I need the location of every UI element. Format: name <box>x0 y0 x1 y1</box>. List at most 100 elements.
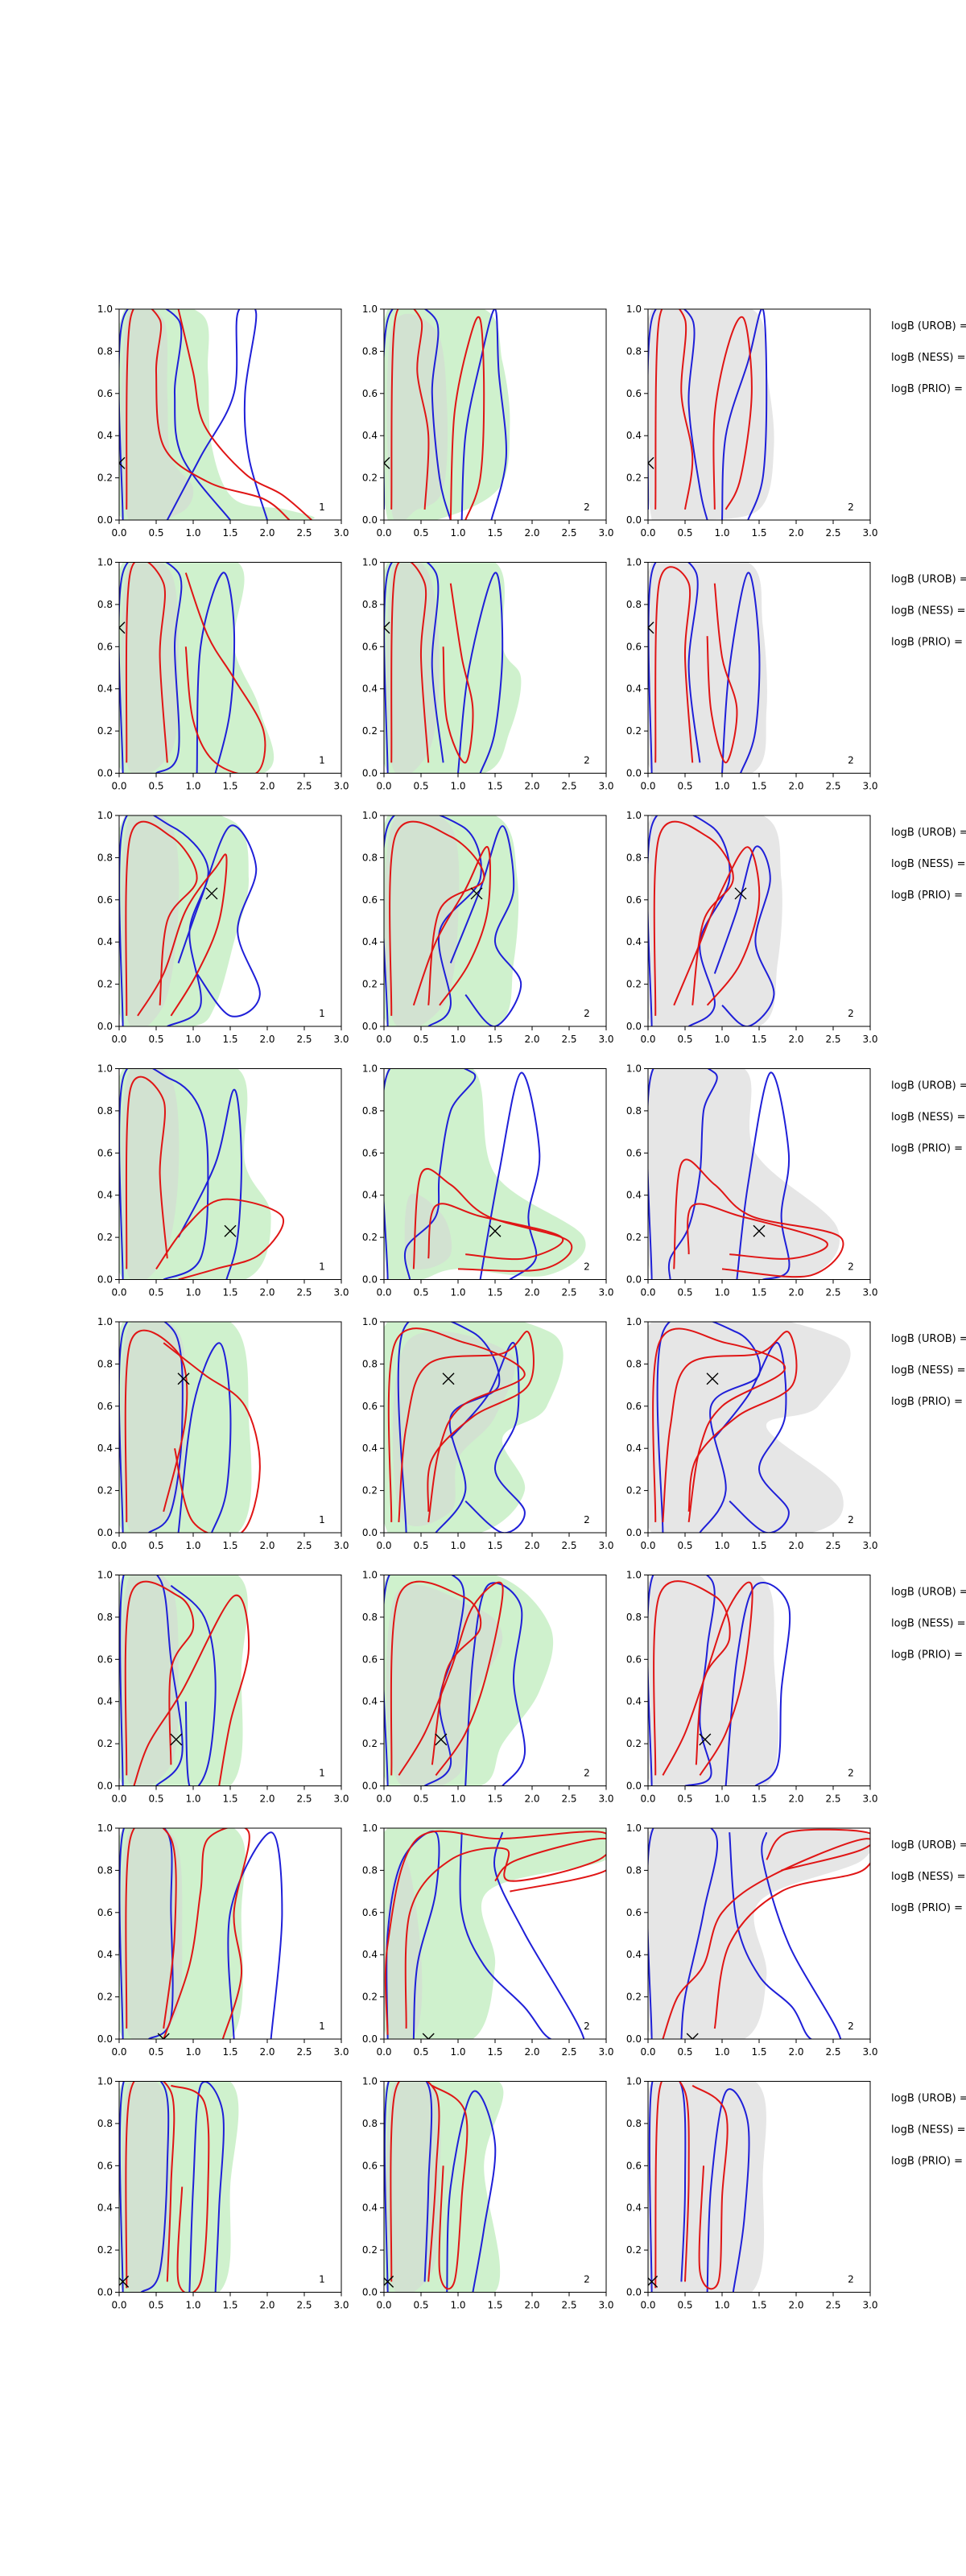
y-tick-label: 0.2 <box>362 725 378 737</box>
x-tick-label: 3.0 <box>598 1034 613 1045</box>
x-tick-label: 2.5 <box>825 2046 840 2058</box>
gray-density-region <box>648 815 782 1026</box>
red-contour-line <box>494 1838 606 1893</box>
blue-contour-line <box>177 824 261 1018</box>
x-tick-label: 0.5 <box>148 527 163 539</box>
y-tick-label: 0.2 <box>626 2244 642 2256</box>
y-tick-label: 0.8 <box>626 345 642 357</box>
y-tick-label: 1.0 <box>362 303 378 315</box>
y-tick-label: 0.8 <box>362 2118 378 2129</box>
panel-number: 1 <box>319 502 325 513</box>
x-tick-label: 2.5 <box>296 2300 312 2311</box>
y-tick-label: 1.0 <box>626 1063 642 1075</box>
blue-contour-line <box>119 2081 170 2293</box>
row-labels-7: logB (UROB) = logB (NESS) = logB (PRIO) = <box>891 1839 966 1914</box>
y-tick-label: 0.6 <box>626 1147 642 1158</box>
x-tick-label: 2.0 <box>524 781 539 792</box>
x-tick-label: 0.0 <box>376 1540 391 1551</box>
blue-contour-line <box>656 1322 762 1533</box>
y-tick-label: 0.2 <box>626 725 642 737</box>
x-tick-label: 2.0 <box>788 1794 803 1805</box>
panel-number: 2 <box>584 1768 590 1779</box>
x-tick-label: 1.0 <box>185 1794 200 1805</box>
x-tick-label: 0.5 <box>677 1034 692 1045</box>
blue-contour-line <box>648 2081 687 2293</box>
x-tick-label: 0.5 <box>148 2046 163 2058</box>
y-tick-label: 0.4 <box>626 2202 642 2214</box>
red-contour-line <box>398 1581 504 1776</box>
y-tick-label: 0.4 <box>362 1696 378 1707</box>
y-tick-label: 0.8 <box>97 2118 113 2129</box>
panel-number: 2 <box>848 1261 854 1273</box>
y-tick-label: 0.2 <box>626 1738 642 1749</box>
blue-contour-line <box>724 1582 791 1786</box>
x-tick-label: 3.0 <box>862 2046 877 2058</box>
logb-label: logB (PRIO) = <box>891 1902 963 1914</box>
x-tick-label: 0.0 <box>111 527 126 539</box>
y-tick-label: 0.2 <box>362 979 378 990</box>
x-tick-label: 2.0 <box>788 781 803 792</box>
red-contour-line <box>170 2084 210 2293</box>
x-tick-label: 2.0 <box>788 527 803 539</box>
x-tick-label: 2.0 <box>788 2300 803 2311</box>
x-tick-label: 3.0 <box>862 1794 877 1805</box>
x-tick-label: 2.5 <box>296 1034 312 1045</box>
gray-density-region <box>648 1322 851 1533</box>
red-contour-line <box>126 309 291 520</box>
red-contour-line <box>449 316 485 520</box>
red-contour-line <box>652 1327 786 1523</box>
x-tick-label: 1.0 <box>185 2300 200 2311</box>
y-tick-label: 0.8 <box>362 1864 378 1876</box>
row-labels-6: logB (UROB) = logB (NESS) = logB (PRIO) = <box>891 1587 966 1662</box>
x-tick-label: 1.5 <box>751 781 766 792</box>
y-tick-label: 1.0 <box>626 1316 642 1327</box>
y-tick-label: 0.0 <box>97 1274 113 1286</box>
logb-label: logB (PRIO) = <box>891 383 963 395</box>
panel-number: 1 <box>319 2021 325 2032</box>
x-tick-label: 1.5 <box>222 1540 237 1551</box>
x-tick-label: 0.0 <box>376 2300 391 2311</box>
x-marker <box>205 887 218 900</box>
row-labels-3: logB (UROB) = logB (NESS) = logB (PRIO) = <box>891 827 966 902</box>
x-tick-label: 0.0 <box>640 1794 655 1805</box>
x-marker <box>648 2275 658 2288</box>
logb-label: logB (UROB) = <box>891 574 966 586</box>
plot-area <box>384 2081 504 2293</box>
x-tick-label: 2.0 <box>788 1287 803 1298</box>
x-tick-label: 0.0 <box>640 2300 655 2311</box>
x-tick-label: 3.0 <box>333 527 349 539</box>
red-contour-line <box>163 1828 250 2039</box>
y-tick-label: 1.0 <box>97 1570 113 1581</box>
y-tick-label: 0.8 <box>97 1105 113 1117</box>
y-tick-label: 0.4 <box>362 2202 378 2214</box>
panel-r2-c3: 0.0 0.5 1.0 1.5 2.0 2.5 3.0 0.0 0.2 0.4 0.6 0.8 1.0 2 <box>626 557 878 792</box>
x-tick-label: 2.5 <box>561 781 576 792</box>
y-tick-label: 0.2 <box>362 473 378 484</box>
gray-density-region <box>121 815 180 1026</box>
x-tick-label: 3.0 <box>862 1540 877 1551</box>
logb-label: logB (NESS) = <box>891 352 965 364</box>
panel-r2-c1: 0.0 0.5 1.0 1.5 2.0 2.5 3.0 0.0 0.2 0.4 0.6 0.8 1.0 1 <box>97 557 349 792</box>
x-marker <box>119 456 126 469</box>
plot-area <box>119 1322 261 1533</box>
logb-label: logB (UROB) = <box>891 1587 966 1599</box>
x-tick-label: 1.0 <box>450 2300 465 2311</box>
y-tick-label: 0.4 <box>626 1696 642 1707</box>
red-contour-line <box>155 1198 284 1280</box>
y-tick-label: 1.0 <box>97 303 113 315</box>
y-tick-label: 0.8 <box>626 1864 642 1876</box>
y-tick-label: 0.4 <box>362 1949 378 1960</box>
gray-density-region <box>648 1575 778 1786</box>
x-marker <box>384 621 390 634</box>
plot-area <box>119 1575 250 1786</box>
blue-contour-line <box>384 2081 433 2293</box>
x-marker <box>170 1733 183 1746</box>
panel-number: 2 <box>584 2274 590 2285</box>
panel-r4-c2: 0.0 0.5 1.0 1.5 2.0 2.5 3.0 0.0 0.2 0.4 0.6 0.8 1.0 2 <box>362 1063 614 1298</box>
x-tick-label: 2.0 <box>259 527 275 539</box>
x-tick-label: 1.0 <box>714 2300 729 2311</box>
y-tick-label: 1.0 <box>362 557 378 568</box>
y-tick-label: 0.2 <box>97 1232 113 1243</box>
y-tick-label: 1.0 <box>626 1570 642 1581</box>
